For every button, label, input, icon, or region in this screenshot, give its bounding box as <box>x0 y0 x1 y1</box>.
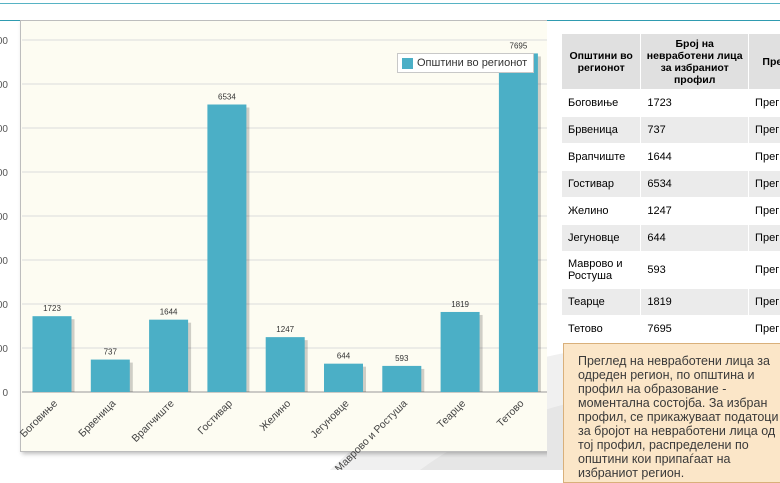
table-cell-preview-link[interactable]: Прег <box>749 144 780 171</box>
y-tick-label: 000 <box>0 168 8 179</box>
table-row: Желино 1247 Прег <box>562 198 780 225</box>
x-tick-label: Тетово <box>495 398 527 430</box>
top-band <box>0 0 780 21</box>
y-tick-label: 000 <box>0 300 8 311</box>
bar-data-label: 1819 <box>451 300 469 309</box>
table-cell-preview-link[interactable]: Прег <box>749 316 780 343</box>
table-cell-count: 737 <box>641 117 749 144</box>
y-tick-label: 000 <box>0 344 8 355</box>
x-tick-label: Јегуновце <box>308 398 351 441</box>
table-row: Теарце 1819 Прег <box>562 289 780 316</box>
municipality-table: Општини во регионот Број на невработени … <box>561 33 780 343</box>
chart-svg: 00000000000000000000000001723Боговиње737… <box>0 20 547 470</box>
table-cell-preview-link[interactable]: Прег <box>749 252 780 289</box>
bar-data-label: 644 <box>337 352 351 361</box>
table-cell-municipality: Јегуновце <box>562 225 641 252</box>
table-cell-count: 7695 <box>641 316 749 343</box>
bar-data-label: 1723 <box>43 304 61 313</box>
bar <box>324 364 363 392</box>
table-cell-count: 1723 <box>641 90 749 117</box>
table-row: Боговиње 1723 Прег <box>562 90 780 117</box>
table-cell-preview-link[interactable]: Прег <box>749 198 780 225</box>
table-row: Брвеница 737 Прег <box>562 117 780 144</box>
table-cell-municipality: Желино <box>562 198 641 225</box>
table-cell-count: 593 <box>641 252 749 289</box>
table-cell-count: 1819 <box>641 289 749 316</box>
legend-label: Општини во регионот <box>417 57 527 69</box>
bar-data-label: 6534 <box>218 93 236 102</box>
table-cell-count: 1644 <box>641 144 749 171</box>
table-cell-preview-link[interactable]: Прег <box>749 117 780 144</box>
table-cell-municipality: Брвеница <box>562 117 641 144</box>
table-cell-municipality: Тетово <box>562 316 641 343</box>
table-row: Врапчиште 1644 Прег <box>562 144 780 171</box>
bar <box>266 337 305 392</box>
y-tick-label: 000 <box>0 36 8 47</box>
table-cell-preview-link[interactable]: Прег <box>749 171 780 198</box>
y-tick-label: 000 <box>0 80 8 91</box>
table-cell-count: 6534 <box>641 171 749 198</box>
table-cell-municipality: Маврово и Ростуша <box>562 252 641 289</box>
y-tick-label: 000 <box>0 256 8 267</box>
table-cell-count: 1247 <box>641 198 749 225</box>
table-row: Јегуновце 644 Прег <box>562 225 780 252</box>
bar <box>382 366 421 392</box>
table-row: Маврово и Ростуша 593 Прег <box>562 252 780 289</box>
bar <box>499 53 538 392</box>
bar <box>91 360 130 392</box>
bar-data-label: 7695 <box>510 41 528 50</box>
table-cell-preview-link[interactable]: Прег <box>749 90 780 117</box>
bar-data-label: 593 <box>395 354 409 363</box>
table-cell-municipality: Боговиње <box>562 90 641 117</box>
bar <box>207 105 246 392</box>
info-description-box: Преглед на невработени лица за одреден р… <box>563 343 780 483</box>
table-cell-municipality: Врапчиште <box>562 144 641 171</box>
bar <box>33 316 72 392</box>
table-header-preview: Прег <box>749 34 780 90</box>
table-cell-municipality: Теарце <box>562 289 641 316</box>
bar <box>149 320 188 392</box>
bar-chart: 00000000000000000000000001723Боговиње737… <box>0 20 547 470</box>
table-header-municipality: Општини во регионот <box>562 34 641 90</box>
y-tick-label: 000 <box>0 212 8 223</box>
table-cell-preview-link[interactable]: Прег <box>749 225 780 252</box>
table-header-count: Број на невработени лица за избраниот пр… <box>641 34 749 90</box>
bar <box>441 312 480 392</box>
x-tick-label: Врапчиште <box>130 398 177 445</box>
legend-swatch <box>402 58 413 69</box>
table-cell-preview-link[interactable]: Прег <box>749 289 780 316</box>
table-row: Гостивар 6534 Прег <box>562 171 780 198</box>
bar-data-label: 737 <box>104 348 118 357</box>
table-row: Тетово 7695 Прег <box>562 316 780 343</box>
x-tick-label: Желино <box>257 398 293 434</box>
x-tick-label: Теарце <box>435 398 468 431</box>
y-tick-label: 000 <box>0 124 8 135</box>
x-tick-label: Брвеница <box>76 398 118 440</box>
table-cell-count: 644 <box>641 225 749 252</box>
y-tick-label: 0 <box>2 388 8 399</box>
chart-legend[interactable]: Општини во регионот <box>397 53 534 73</box>
bar-data-label: 1247 <box>276 325 294 334</box>
x-tick-label: Гостивар <box>196 398 236 438</box>
table-cell-municipality: Гостивар <box>562 171 641 198</box>
info-description-text: Преглед на невработени лица за одреден р… <box>578 354 778 480</box>
bar-data-label: 1644 <box>160 308 178 317</box>
x-tick-label: Боговиње <box>18 398 61 441</box>
